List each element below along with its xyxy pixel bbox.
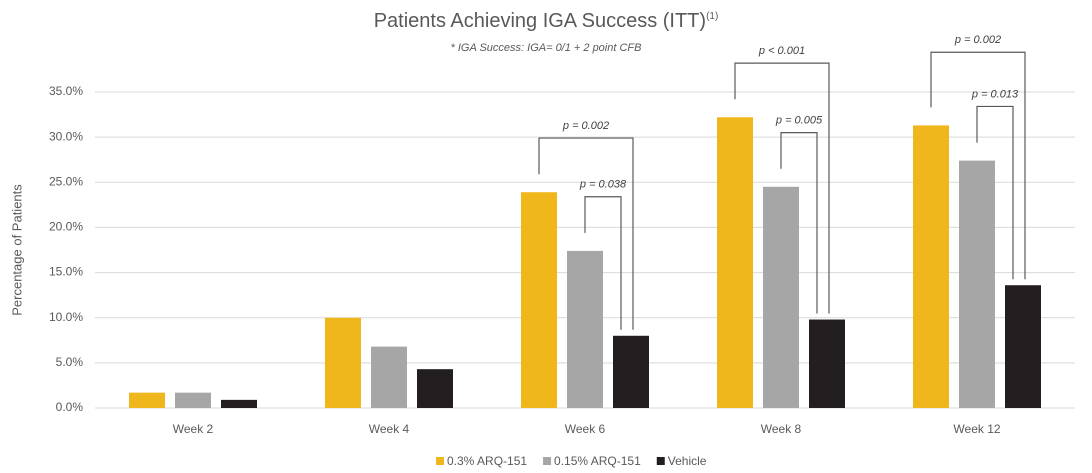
legend-label: Vehicle <box>668 454 707 468</box>
title-text: Patients Achieving IGA Success (ITT) <box>374 10 706 32</box>
y-tick-label: 5.0% <box>56 355 84 369</box>
significance-bracket <box>584 196 622 330</box>
x-tick-label: Week 4 <box>369 422 410 436</box>
p-value-label: p < 0.001 <box>758 45 805 57</box>
p-value-label: p = 0.002 <box>562 120 609 132</box>
y-tick-label: 25.0% <box>49 174 83 188</box>
x-tick-label: Week 6 <box>565 422 606 436</box>
subtitle: * IGA Success: IGA= 0/1 + 2 point CFB <box>451 42 642 54</box>
y-axis-label: Percentage of Patients <box>9 184 24 316</box>
bar <box>717 117 753 408</box>
bar <box>567 250 603 408</box>
x-tick-label: Week 12 <box>953 422 1000 436</box>
bar <box>613 335 649 408</box>
y-tick-label: 35.0% <box>49 84 83 98</box>
significance-bracket <box>976 105 1014 280</box>
p-value-label: p = 0.002 <box>954 34 1001 46</box>
legend-swatch <box>656 457 665 465</box>
bar <box>959 160 995 408</box>
chart-title: Patients Achieving IGA Success (ITT)(1) <box>374 10 719 32</box>
significance-bracket <box>930 51 1026 280</box>
y-tick-label: 0.0% <box>56 400 84 414</box>
bar <box>809 319 845 408</box>
p-value-label: p = 0.005 <box>775 115 823 127</box>
significance-bracket <box>780 132 818 314</box>
legend-swatch <box>543 457 552 465</box>
significance-bracket <box>538 137 634 330</box>
bar <box>763 186 799 408</box>
x-tick-label: Week 8 <box>761 422 802 436</box>
title-superscript: (1) <box>706 11 718 22</box>
bar <box>129 392 165 408</box>
bar <box>371 346 407 408</box>
bar <box>913 125 949 409</box>
bar <box>175 392 211 408</box>
x-tick-label: Week 2 <box>173 422 214 436</box>
bar <box>521 192 557 408</box>
bar <box>417 369 453 408</box>
y-tick-label: 15.0% <box>49 265 83 279</box>
y-tick-label: 10.0% <box>49 310 83 324</box>
y-tick-label: 20.0% <box>49 220 83 234</box>
y-tick-label: 30.0% <box>49 129 83 143</box>
bar <box>325 317 361 408</box>
legend-swatch <box>436 457 444 465</box>
bar <box>1005 285 1041 408</box>
p-value-label: p = 0.013 <box>971 88 1019 100</box>
significance-bracket <box>734 62 830 314</box>
legend-label: 0.3% ARQ-151 <box>447 454 527 468</box>
bar <box>221 399 257 408</box>
p-value-label: p = 0.038 <box>579 179 627 191</box>
legend-label: 0.15% ARQ-151 <box>554 454 641 468</box>
legend: 0.3% ARQ-151 0.15% ARQ-151 Vehicle <box>436 454 707 468</box>
